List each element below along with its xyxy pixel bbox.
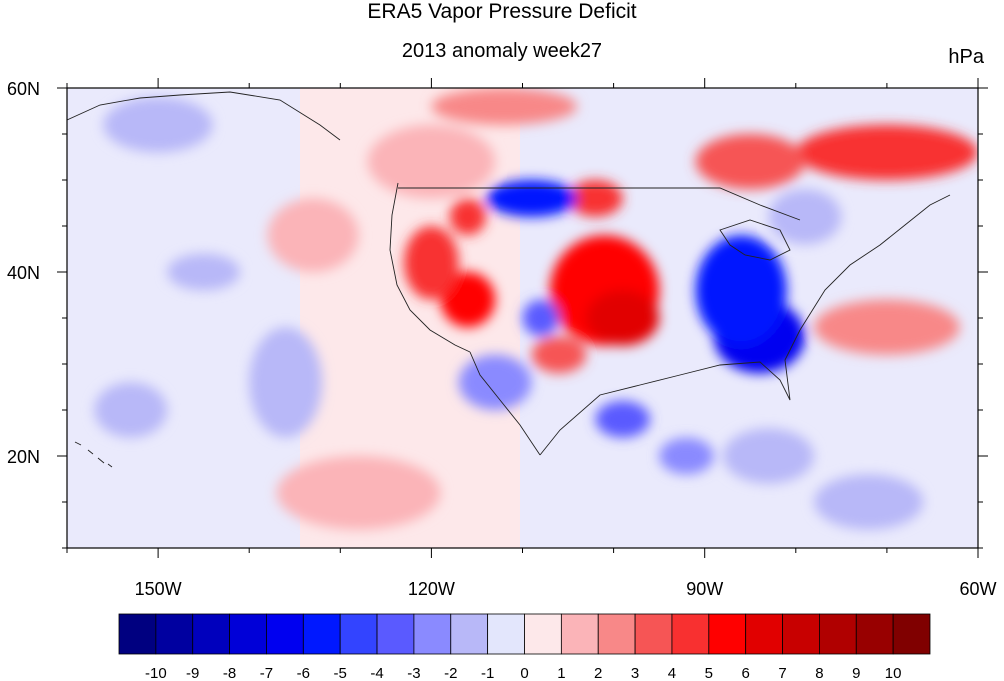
anomaly-region-red (367, 124, 496, 199)
colorbar-label: 10 (885, 665, 902, 681)
hawaii-islands (74, 441, 113, 468)
anomaly-region-red (431, 88, 578, 125)
us-canada-border (398, 187, 801, 221)
colorbar-label: 4 (668, 665, 676, 681)
anomaly-region-blue (458, 354, 532, 410)
colorbar-swatch (560, 613, 599, 655)
anomaly-region-red (267, 198, 359, 272)
colorbar-swatch (524, 613, 562, 655)
x-tick-label: 150W (135, 579, 182, 599)
y-tick-label: 60N (7, 79, 40, 99)
colorbar-label: -10 (145, 665, 167, 681)
colorbar-label: -2 (444, 665, 457, 681)
colorbar-swatch (634, 613, 673, 655)
axis-ticks (57, 78, 988, 558)
us-east-coast-line (799, 194, 951, 331)
anomaly-region-red (568, 180, 623, 217)
colorbar-label: 7 (778, 665, 786, 681)
anomaly-region-blue (486, 180, 578, 217)
colorbar-label: -4 (370, 665, 383, 681)
units-label: hPa (948, 46, 984, 68)
gulf-coast-line (539, 329, 801, 456)
colorbar-label: 8 (815, 665, 823, 681)
anomaly-region-blue (249, 327, 323, 438)
colorbar-swatch (892, 613, 931, 655)
y-tick-label: 20N (7, 447, 40, 467)
anomaly-region-blue (695, 235, 787, 346)
colorbar-label: -7 (260, 665, 273, 681)
colorbar-swatch (450, 613, 489, 655)
anomaly-region-red (795, 124, 978, 180)
colorbar-swatch (376, 613, 415, 655)
anomaly-region-blue (103, 97, 213, 153)
colorbar-label: -8 (223, 665, 236, 681)
anomaly-region-blue (659, 437, 714, 475)
colorbar-label: 0 (520, 665, 528, 681)
anomaly-region-red (440, 272, 496, 328)
colorbar-label: 5 (705, 665, 713, 681)
x-tick-label: 60W (959, 579, 996, 599)
colorbar-swatch (487, 613, 525, 655)
colorbar-label: -1 (481, 665, 494, 681)
colorbar-swatch (413, 613, 452, 655)
anomaly-region-blue (94, 382, 168, 438)
colorbar-label: 2 (594, 665, 602, 681)
y-tick-label: 40N (7, 263, 40, 283)
colorbar-swatch (302, 613, 341, 655)
colorbar-swatch (266, 613, 304, 655)
axis-tick-labels: 150W 120W 90W 60W 60N 40N 20N (7, 79, 997, 599)
colorbar-label: 9 (852, 665, 860, 681)
us-west-coast-line (389, 182, 471, 353)
baja-coast-line (469, 351, 541, 456)
colorbar-swatch (855, 613, 894, 655)
colorbar-label: -9 (186, 665, 199, 681)
anomaly-region-blue (522, 299, 559, 337)
colorbar-swatch (192, 613, 230, 655)
colorbar-label: 6 (742, 665, 750, 681)
colorbar-label: 1 (557, 665, 565, 681)
anomaly-region-red (531, 336, 587, 374)
anomaly-region-blue (768, 189, 842, 245)
colorbar-swatch (597, 613, 636, 655)
anomaly-region-red (586, 290, 660, 346)
anomaly-region-blue (722, 428, 815, 484)
colorbar-swatch (155, 613, 194, 655)
colorbar-swatch (671, 613, 710, 655)
x-tick-label: 120W (408, 579, 455, 599)
coastline-outlines (67, 91, 951, 468)
map-subtitle: 2013 anomaly week27 (401, 40, 603, 62)
anomaly-region-red (276, 456, 441, 530)
colorbar-swatch (339, 613, 378, 655)
anomaly-region-blue (595, 400, 651, 438)
anomaly-region-red (695, 134, 805, 190)
colorbar-label: -6 (297, 665, 310, 681)
colorbar-swatch (708, 613, 747, 655)
colorbar-label: 3 (631, 665, 639, 681)
anomaly-region-red (449, 198, 487, 236)
colorbar-swatch (819, 613, 857, 655)
anomaly-region-red (404, 225, 459, 300)
anomaly-region-blue (167, 253, 241, 291)
great-lakes-outline (719, 219, 791, 261)
colorbar-swatch (229, 613, 267, 655)
colorbar-label: -3 (407, 665, 420, 681)
colorbar: -10 -9 -8 -7 -6 -5 -4 -3 -2 -1 0 1 2 3 4 5 6 7 8 9 10 (118, 613, 931, 681)
x-tick-label: 90W (686, 579, 723, 599)
colorbar-swatch (745, 613, 783, 655)
colorbar-swatch (118, 613, 157, 655)
colorbar-label: -5 (334, 665, 347, 681)
colorbar-swatch (782, 613, 820, 655)
anomaly-region-red (814, 299, 960, 355)
alaska-coast-line (67, 91, 341, 141)
anomaly-region-blue (814, 474, 924, 530)
map-title: ERA5 Vapor Pressure Deficit (367, 0, 637, 23)
